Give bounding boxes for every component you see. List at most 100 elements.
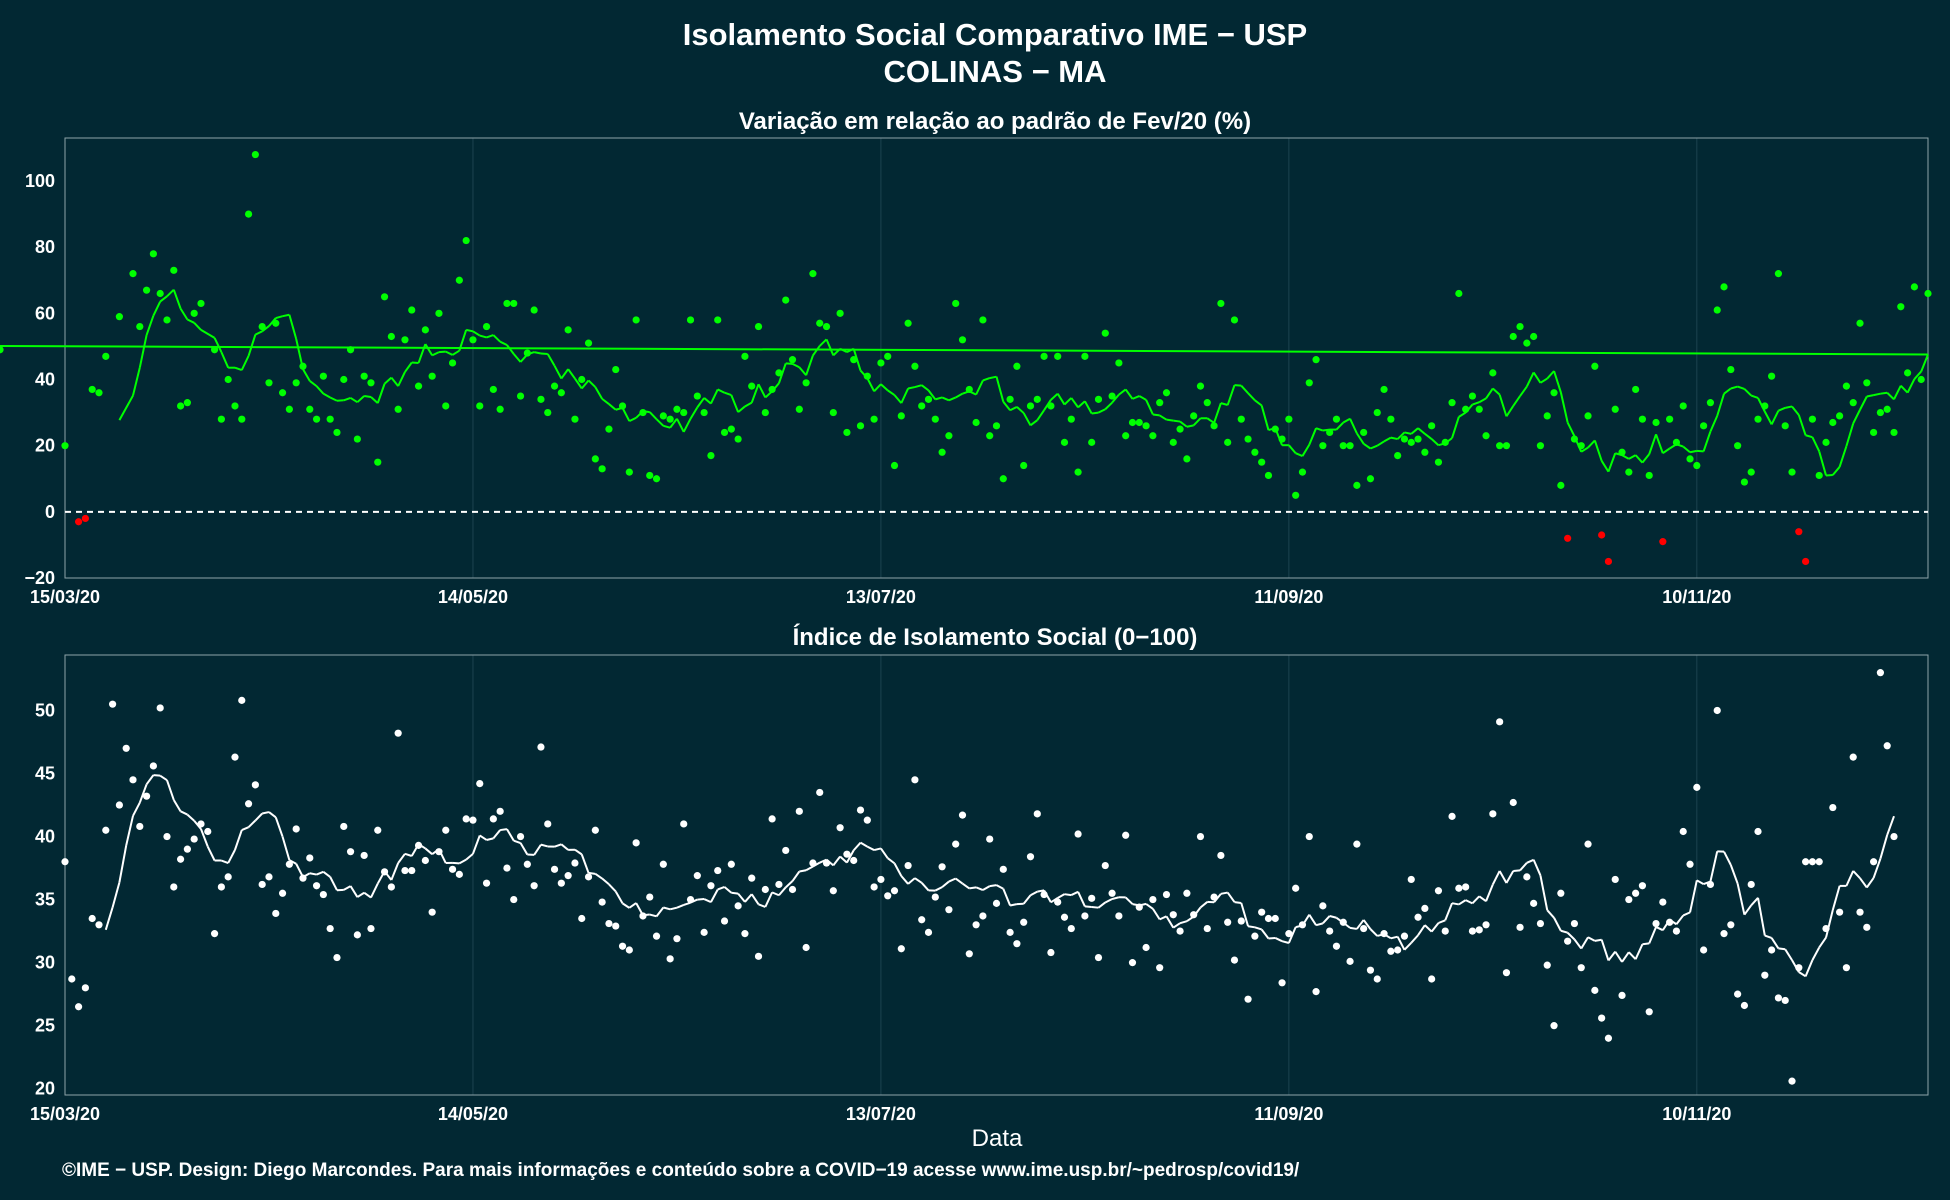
moving-average-segment <box>206 846 216 861</box>
moving-average-segment <box>1458 411 1467 418</box>
data-point <box>496 807 504 815</box>
data-point <box>428 908 436 916</box>
moving-average-segment <box>1872 858 1882 879</box>
data-point <box>557 879 565 887</box>
moving-average-segment <box>655 418 665 427</box>
moving-average-segment <box>1893 385 1902 400</box>
data-point <box>646 893 654 901</box>
data-point <box>1679 827 1687 836</box>
data-point <box>1128 418 1137 427</box>
moving-average-segment <box>580 379 590 390</box>
data-point <box>136 822 144 831</box>
moving-average-segment <box>1111 896 1120 901</box>
data-point <box>1122 432 1130 440</box>
moving-average-segment <box>601 877 610 886</box>
data-point <box>156 704 164 712</box>
y-tick-label: 100 <box>25 171 55 191</box>
moving-average-segment <box>1600 939 1610 961</box>
moving-average-segment <box>1417 924 1426 936</box>
data-point <box>598 465 606 473</box>
data-point <box>1176 927 1184 935</box>
data-point <box>1033 395 1041 403</box>
moving-average-segment <box>1403 942 1412 951</box>
data-point <box>1666 918 1674 926</box>
data-point <box>1802 557 1810 566</box>
data-point <box>693 392 701 400</box>
data-point <box>1788 1077 1796 1085</box>
data-point <box>435 309 443 317</box>
moving-average-segment <box>445 350 453 356</box>
moving-average-segment <box>1764 934 1772 939</box>
data-point <box>1509 332 1517 341</box>
panel-index: 15/03/20 14/05/20 13/07/20 11/09/20 10/11/20… <box>30 654 1929 1124</box>
data-point <box>129 270 137 278</box>
data-point <box>958 811 967 819</box>
data-point <box>1353 481 1361 489</box>
data-point <box>115 801 123 809</box>
moving-average-segment <box>1478 895 1487 903</box>
data-point <box>210 346 219 354</box>
data-point <box>856 806 865 814</box>
data-point <box>1550 1022 1558 1030</box>
data-point <box>1203 399 1211 407</box>
moving-average-segment <box>322 392 331 399</box>
data-point <box>1768 372 1776 380</box>
footer-credit: ©IME − USP. Design: Diego Marcondes. Par… <box>62 1160 1300 1181</box>
data-point <box>374 826 382 834</box>
moving-average-segment <box>1525 371 1535 388</box>
data-point <box>571 859 579 867</box>
moving-average-segment <box>846 849 855 864</box>
moving-average-segment <box>397 853 406 864</box>
moving-average-segment <box>125 815 134 846</box>
moving-average-segment <box>1172 922 1181 929</box>
data-point <box>1407 438 1415 446</box>
moving-average-segment <box>778 886 787 896</box>
moving-average-segment <box>799 869 807 873</box>
data-point <box>306 854 314 862</box>
plot-frame <box>64 137 1929 579</box>
data-point <box>516 832 525 841</box>
moving-average-segment <box>880 847 889 859</box>
moving-average-segment <box>758 903 766 908</box>
moving-average-segment <box>907 877 916 885</box>
data-point <box>1292 491 1300 499</box>
data-point <box>1795 964 1803 972</box>
data-point <box>1292 884 1300 892</box>
moving-average-segment <box>1260 928 1270 940</box>
moving-average-segment <box>587 379 597 388</box>
moving-average-segment <box>1716 393 1725 417</box>
moving-average-segment <box>1396 936 1406 951</box>
data-point <box>829 887 837 895</box>
moving-average-segment <box>1730 385 1738 390</box>
data-point <box>1156 399 1164 407</box>
data-point <box>1768 946 1776 954</box>
data-point <box>1339 442 1347 450</box>
data-point <box>176 402 185 410</box>
data-point <box>455 276 463 284</box>
data-point <box>530 882 538 890</box>
moving-average-segment <box>519 842 529 856</box>
data-point <box>278 389 287 397</box>
data-point <box>462 236 470 245</box>
moving-average-segment <box>655 906 665 917</box>
data-point <box>1536 919 1545 928</box>
moving-average-segment <box>1682 911 1691 917</box>
moving-average-segment <box>961 882 970 890</box>
moving-average-segment <box>757 383 767 398</box>
moving-average-segment <box>431 351 440 357</box>
moving-average-segment <box>404 361 413 373</box>
data-point <box>1190 911 1198 919</box>
data-point <box>788 356 797 364</box>
data-point <box>1890 832 1898 841</box>
x-tick-label: 13/07/20 <box>846 587 916 607</box>
data-point <box>1006 395 1014 403</box>
moving-average-segment <box>737 405 746 413</box>
data-point <box>367 379 375 387</box>
data-point <box>1829 803 1837 812</box>
moving-average-segment <box>1424 924 1433 933</box>
moving-average-segment <box>975 886 984 891</box>
data-point <box>1591 986 1599 994</box>
data-point <box>605 919 613 928</box>
data-point <box>1475 405 1483 413</box>
data-point <box>829 408 837 417</box>
